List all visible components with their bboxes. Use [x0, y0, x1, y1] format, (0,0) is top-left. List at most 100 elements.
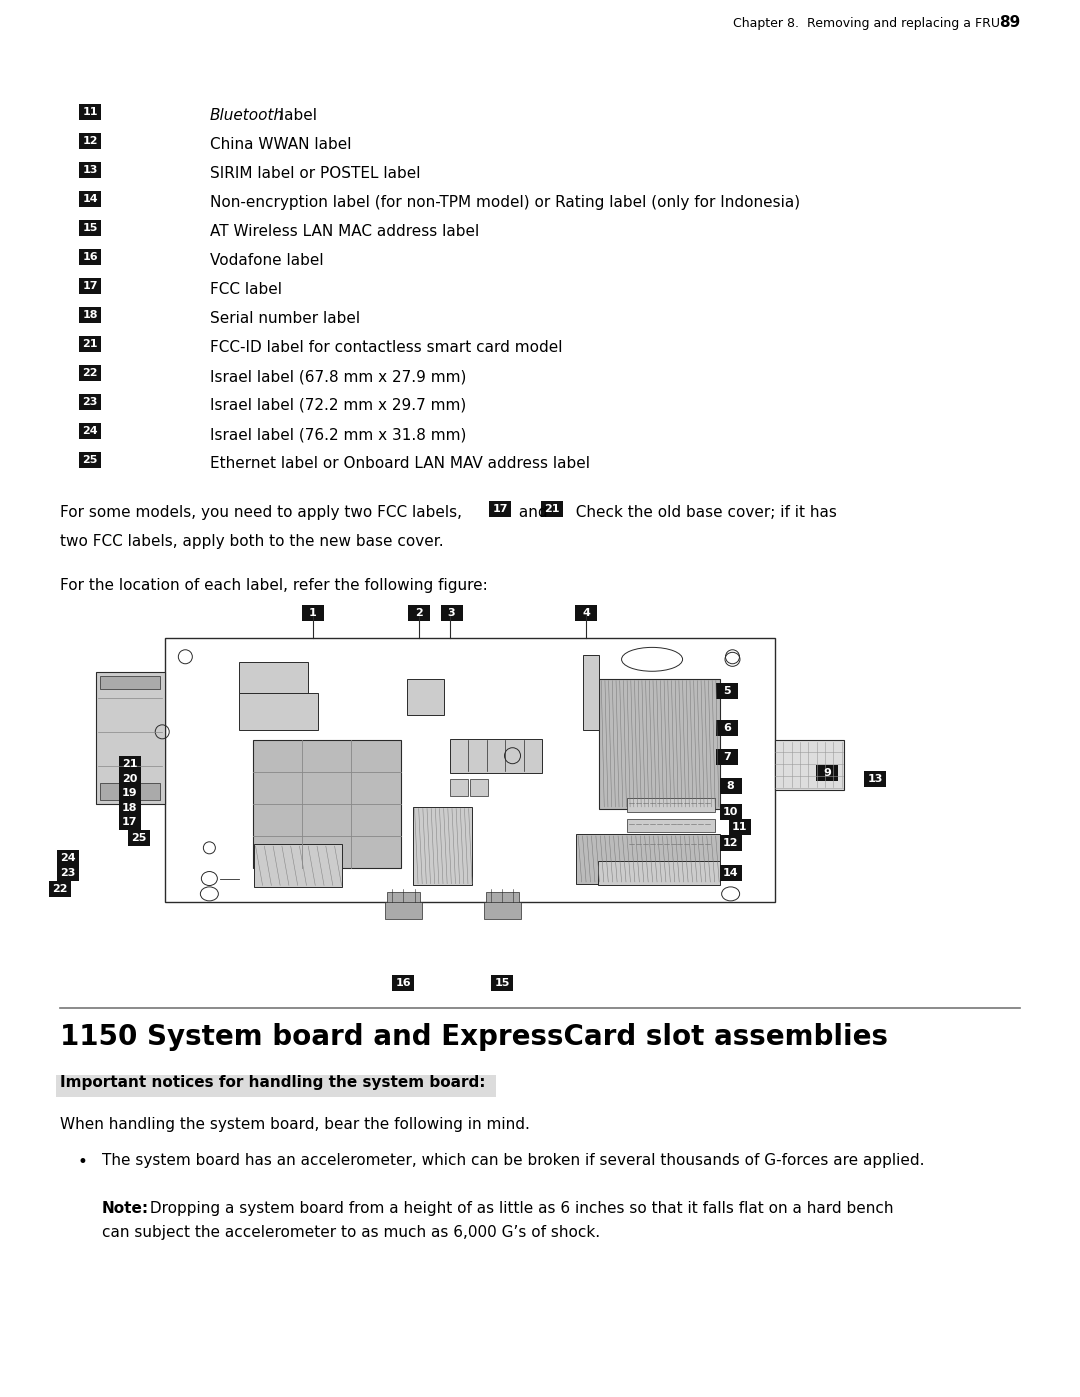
Bar — [100, 676, 160, 689]
Text: For the location of each label, refer the following figure:: For the location of each label, refer th… — [60, 578, 488, 592]
Text: 15: 15 — [495, 978, 510, 988]
Bar — [486, 893, 519, 904]
Bar — [775, 740, 845, 789]
Text: Israel label (67.8 mm x 27.9 mm): Israel label (67.8 mm x 27.9 mm) — [210, 369, 467, 384]
Text: FCC label: FCC label — [210, 282, 282, 298]
Bar — [239, 662, 308, 693]
Bar — [79, 103, 102, 120]
Text: Vodafone label: Vodafone label — [210, 253, 324, 268]
Text: When handling the system board, bear the following in mind.: When handling the system board, bear the… — [60, 1118, 530, 1132]
Text: Check the old base cover; if it has: Check the old base cover; if it has — [566, 504, 837, 520]
Bar — [79, 191, 102, 207]
Bar — [79, 278, 102, 293]
Text: 24: 24 — [59, 854, 76, 863]
Bar — [387, 893, 420, 904]
Text: Note:: Note: — [102, 1201, 149, 1215]
Bar — [79, 365, 102, 381]
Bar — [489, 502, 511, 517]
Text: 1150 System board and ExpressCard slot assemblies: 1150 System board and ExpressCard slot a… — [60, 1023, 888, 1051]
Bar — [100, 782, 160, 800]
Bar — [627, 819, 715, 833]
Text: 14: 14 — [82, 194, 98, 204]
Bar — [449, 739, 542, 773]
Bar — [392, 975, 415, 990]
Bar — [576, 605, 597, 622]
Bar — [577, 834, 719, 884]
Bar — [56, 849, 79, 866]
Bar — [129, 830, 150, 847]
Bar — [407, 679, 444, 715]
Text: 2: 2 — [416, 608, 423, 617]
Text: 13: 13 — [82, 165, 97, 175]
Bar — [119, 814, 140, 830]
Text: Bluetooth: Bluetooth — [210, 108, 284, 123]
Bar — [816, 764, 838, 781]
Text: Chapter 8.  Removing and replacing a FRU: Chapter 8. Removing and replacing a FRU — [733, 17, 1000, 29]
Text: can subject the accelerometer to as much as 6,000 G’s of shock.: can subject the accelerometer to as much… — [102, 1225, 600, 1241]
Bar — [729, 820, 751, 835]
Bar — [719, 805, 742, 820]
Text: 25: 25 — [132, 834, 147, 844]
Bar — [254, 844, 342, 887]
Bar — [597, 862, 719, 886]
Bar — [119, 785, 140, 802]
Text: 23: 23 — [82, 397, 97, 407]
Bar — [79, 249, 102, 265]
Bar — [864, 771, 886, 787]
Text: 22: 22 — [82, 367, 98, 379]
Ellipse shape — [725, 652, 740, 666]
Text: 20: 20 — [122, 774, 137, 784]
Text: 12: 12 — [723, 838, 739, 848]
Bar — [583, 655, 599, 731]
Text: two FCC labels, apply both to the new base cover.: two FCC labels, apply both to the new ba… — [60, 534, 444, 549]
Bar — [79, 337, 102, 352]
Text: •: • — [78, 1153, 87, 1171]
Bar — [719, 865, 742, 880]
Bar — [79, 307, 102, 323]
Bar — [56, 865, 79, 882]
Bar — [627, 798, 715, 812]
Text: and: and — [514, 504, 553, 520]
Text: 13: 13 — [867, 774, 882, 784]
Ellipse shape — [201, 887, 218, 901]
Bar — [716, 683, 738, 698]
Bar — [719, 834, 742, 851]
Text: 14: 14 — [723, 868, 739, 877]
Bar — [119, 756, 140, 773]
Text: 21: 21 — [544, 504, 559, 514]
Bar — [484, 902, 521, 919]
Text: 19: 19 — [122, 788, 137, 798]
Bar — [449, 778, 468, 796]
Bar — [239, 693, 318, 731]
Bar — [79, 394, 102, 409]
Text: 6: 6 — [723, 722, 731, 732]
Bar — [79, 162, 102, 177]
Text: For some models, you need to apply two FCC labels,: For some models, you need to apply two F… — [60, 504, 462, 520]
Text: 21: 21 — [122, 759, 137, 770]
Text: 18: 18 — [82, 310, 98, 320]
Text: FCC-ID label for contactless smart card model: FCC-ID label for contactless smart card … — [210, 339, 563, 355]
Text: 18: 18 — [122, 803, 137, 813]
Bar — [413, 807, 472, 886]
Text: 12: 12 — [82, 136, 98, 147]
Text: 5: 5 — [724, 686, 731, 696]
Text: Ethernet label or Onboard LAN MAV address label: Ethernet label or Onboard LAN MAV addres… — [210, 455, 590, 471]
Bar — [119, 771, 140, 787]
Text: China WWAN label: China WWAN label — [210, 137, 351, 152]
Text: 9: 9 — [823, 768, 831, 778]
Text: 17: 17 — [82, 281, 98, 291]
Text: 4: 4 — [582, 608, 591, 617]
Text: 16: 16 — [82, 251, 98, 263]
Bar — [470, 778, 488, 796]
Text: label: label — [275, 108, 318, 123]
Bar — [541, 502, 563, 517]
Text: 89: 89 — [999, 15, 1020, 29]
Bar — [49, 880, 70, 897]
Bar — [491, 975, 513, 990]
Bar — [719, 778, 742, 795]
Bar — [79, 219, 102, 236]
Text: 21: 21 — [82, 339, 98, 349]
Text: Serial number label: Serial number label — [210, 312, 360, 326]
Text: 22: 22 — [52, 884, 67, 894]
Ellipse shape — [721, 887, 740, 901]
